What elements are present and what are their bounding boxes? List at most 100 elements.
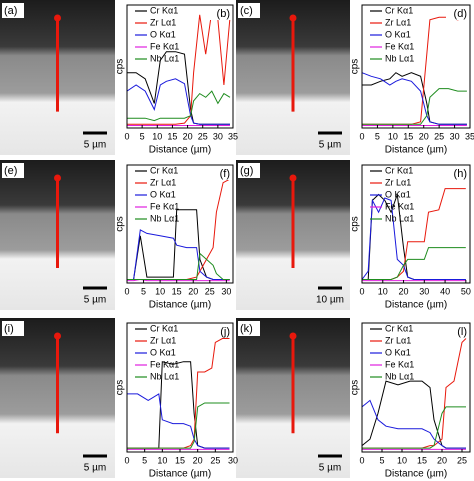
plot-frame: [126, 4, 234, 129]
legend-label: Nb Lα1: [150, 213, 179, 223]
label-box: [446, 166, 468, 180]
x-tick-label: 15: [417, 455, 427, 465]
label-box: [238, 321, 260, 336]
label-box: [209, 166, 231, 180]
scan-start: [54, 14, 61, 22]
x-tick-label: 35: [228, 131, 238, 141]
legend-label: O Kα1: [385, 189, 411, 199]
x-tick-label: 35: [465, 131, 474, 141]
scale-bar-label: 5 µm: [84, 463, 106, 474]
series-line: [361, 399, 466, 449]
label-box: [446, 6, 468, 20]
scale-bar-label: 5 µm: [319, 140, 341, 151]
x-tick-label: 0: [359, 286, 364, 296]
panel-label: (g): [240, 165, 253, 177]
series-line: [362, 247, 466, 280]
y-axis-label: cps: [350, 380, 361, 396]
legend-label: Zr Lα1: [150, 335, 176, 345]
label-box: [209, 6, 231, 20]
series-line: [127, 338, 230, 449]
label-box: [2, 321, 24, 336]
series-line: [127, 252, 230, 280]
x-tick-label: 15: [167, 131, 177, 141]
y-axis-label: cps: [115, 59, 126, 75]
x-tick-label: 20: [419, 131, 429, 141]
y-axis-label: cps: [115, 216, 126, 232]
x-tick-label: 25: [205, 286, 215, 296]
panel-label: (e): [4, 165, 17, 177]
panel-label: (j): [220, 326, 230, 338]
series-line: [361, 197, 466, 280]
legend-label: Cr Kα1: [385, 165, 413, 175]
x-tick-label: 5: [140, 131, 145, 141]
series-line: [362, 72, 467, 125]
series-line: [127, 178, 230, 280]
legend-label: Cr Kα1: [150, 323, 178, 333]
x-tick-label: 5: [142, 455, 147, 465]
label-box: [2, 3, 24, 18]
x-tick-label: 0: [359, 455, 364, 465]
x-tick-label: 10: [388, 131, 398, 141]
y-axis-label: cps: [350, 59, 361, 75]
x-tick-label: 25: [198, 131, 208, 141]
legend-label: Zr Lα1: [385, 177, 411, 187]
x-tick-label: 30: [419, 286, 429, 296]
series-line: [127, 402, 230, 449]
x-tick-label: 30: [450, 131, 460, 141]
x-tick-label: 15: [175, 455, 185, 465]
series-line: [361, 72, 467, 125]
legend-label: Cr Kα1: [150, 165, 178, 175]
legend-label: Fe Kα1: [385, 41, 414, 51]
x-tick-label: 20: [183, 131, 193, 141]
x-tick-label: 15: [403, 131, 413, 141]
x-tick-label: 5: [141, 286, 146, 296]
panel-label: (i): [4, 323, 14, 335]
x-tick-label: 5: [379, 455, 384, 465]
legend-label: Cr Kα1: [385, 323, 413, 333]
panel-label: (d): [454, 8, 467, 20]
x-axis-label: Distance (µm): [149, 469, 211, 480]
x-tick-label: 10: [155, 286, 165, 296]
x-tick-label: 5: [375, 131, 380, 141]
x-tick-label: 10: [378, 286, 388, 296]
x-axis-label: Distance (µm): [385, 469, 447, 480]
x-tick-label: 25: [457, 455, 467, 465]
legend-label: Nb Lα1: [150, 371, 179, 381]
legend-label: Zr Lα1: [150, 177, 176, 187]
x-tick-label: 20: [193, 455, 203, 465]
legend-label: Zr Lα1: [385, 335, 411, 345]
x-tick-label: 50: [461, 286, 471, 296]
series-line: [127, 393, 230, 449]
legend-label: Fe Kα1: [385, 201, 414, 211]
legend-label: O Kα1: [385, 29, 411, 39]
panel-label: (a): [4, 5, 17, 17]
series-line: [362, 338, 467, 449]
panel-label: (b): [217, 8, 230, 20]
x-tick-label: 10: [397, 455, 407, 465]
x-tick-label: 0: [359, 131, 364, 141]
series-line: [361, 380, 466, 449]
panel-label: (k): [240, 323, 253, 335]
legend-label: O Kα1: [385, 347, 411, 357]
x-tick-label: 40: [440, 286, 450, 296]
x-tick-label: 30: [221, 286, 231, 296]
x-axis-label: Distance (µm): [149, 145, 211, 156]
legend-label: Fe Kα1: [150, 201, 179, 211]
label-box: [446, 324, 468, 338]
label-box: [238, 3, 260, 18]
x-tick-label: 0: [124, 455, 129, 465]
x-tick-label: 25: [434, 131, 444, 141]
panel-label: (l): [457, 326, 467, 338]
series-line: [362, 406, 466, 449]
x-tick-label: 20: [399, 286, 409, 296]
x-tick-label: 30: [213, 131, 223, 141]
legend-label: Fe Kα1: [150, 41, 179, 51]
label-box: [209, 324, 231, 338]
label-box: [238, 163, 260, 178]
scan-start: [289, 14, 297, 22]
plot-frame: [361, 164, 471, 284]
x-axis-label: Distance (µm): [385, 145, 447, 156]
plot-frame: [361, 322, 471, 453]
x-tick-label: 25: [210, 455, 220, 465]
